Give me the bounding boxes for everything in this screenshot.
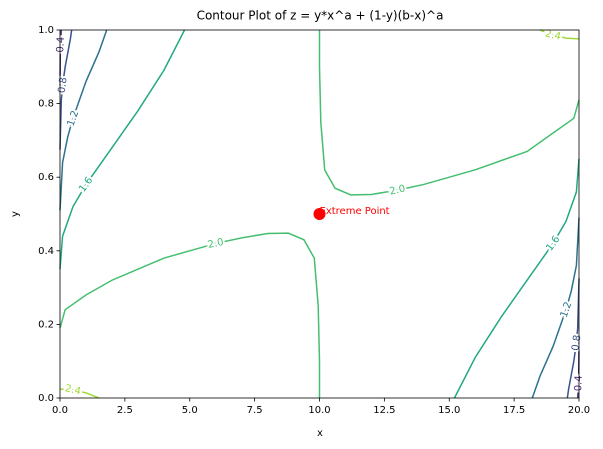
x-axis-label: x: [317, 428, 323, 439]
y-tick-label: 0.6: [38, 172, 54, 183]
y-tick-label: 0.2: [38, 319, 54, 330]
contour-line: [531, 217, 580, 399]
chart-title: Contour Plot of z = y*x^a + (1-y)(b-x)^a: [197, 9, 444, 23]
contour-label: 0.4: [55, 37, 67, 53]
x-tick-label: 15.0: [438, 405, 460, 416]
contour-label: 1.6: [544, 234, 562, 253]
x-tick-label: 10.0: [308, 405, 330, 416]
y-tick-label: 0.4: [38, 246, 54, 257]
contour-label: 0.8: [570, 334, 583, 351]
x-tick-label: 2.5: [117, 405, 133, 416]
contour-line: [453, 158, 580, 399]
contour-label: 1.2: [559, 301, 575, 320]
x-tick-label: 12.5: [373, 405, 395, 416]
x-tick-label: 7.5: [247, 405, 263, 416]
y-tick-label: 0.8: [38, 99, 54, 110]
annotation: Extreme Point: [320, 206, 390, 217]
x-tick-label: 17.5: [503, 405, 525, 416]
contour-label: 1.6: [77, 175, 95, 194]
contour-label: 2.0: [389, 184, 407, 198]
contour-label: 2.4: [544, 29, 562, 43]
y-tick-label: 1.0: [38, 25, 54, 36]
contour-label: 0.8: [57, 77, 70, 94]
contour-label: 2.4: [64, 383, 82, 397]
contour-line: [318, 30, 580, 196]
y-tick-label: 0.0: [38, 393, 54, 404]
contour-line: [539, 29, 580, 40]
contour-line: [59, 29, 108, 211]
contour-line: [59, 29, 186, 270]
contour-line: [59, 388, 100, 399]
contour-label: 1.2: [66, 109, 82, 128]
y-axis-label: y: [10, 211, 21, 217]
contour-line: [59, 29, 73, 150]
contour-line: [59, 232, 321, 398]
extreme-point: [313, 208, 326, 220]
x-tick-label: 5.0: [182, 405, 198, 416]
contour-line: [566, 278, 580, 399]
contour-label: 2.0: [207, 237, 225, 251]
x-tick-label: 20.0: [568, 405, 590, 416]
x-tick-label: 0.0: [52, 405, 68, 416]
